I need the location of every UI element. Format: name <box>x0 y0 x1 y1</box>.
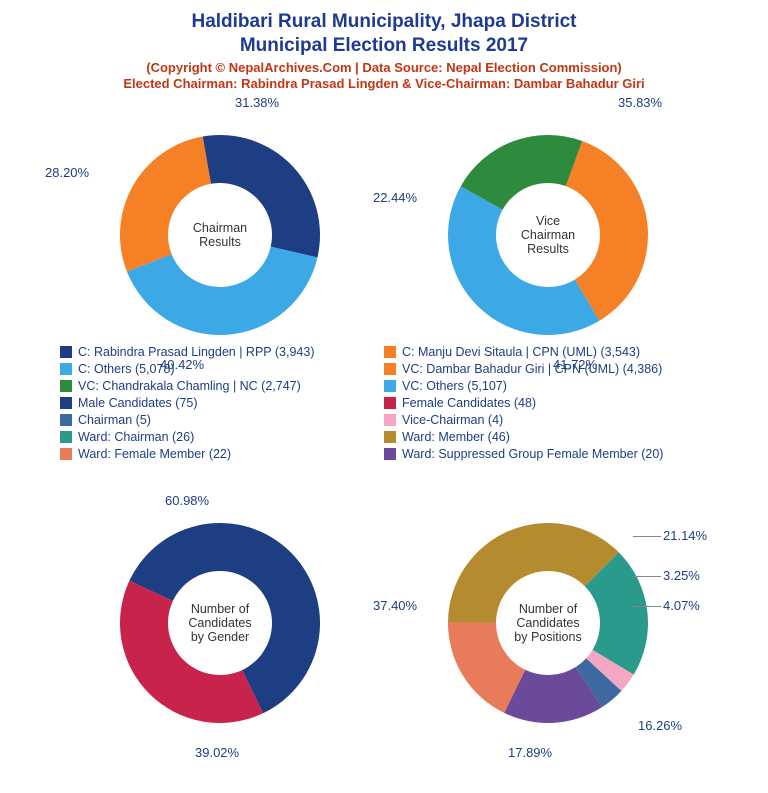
legend-swatch <box>384 414 396 426</box>
legend-text: VC: Dambar Bahadur Giri | CPN (UML) (4,3… <box>402 362 662 376</box>
pct-label: 39.02% <box>195 745 239 760</box>
legend-text: Male Candidates (75) <box>78 396 198 410</box>
legend-swatch <box>60 380 72 392</box>
chart-area: C: Rabindra Prasad Lingden | RPP (3,943)… <box>0 93 768 793</box>
legend-text: Vice-Chairman (4) <box>402 413 503 427</box>
legend-swatch <box>60 448 72 460</box>
legend-text: Chairman (5) <box>78 413 151 427</box>
header: Haldibari Rural Municipality, Jhapa Dist… <box>0 0 768 93</box>
legend-text: Ward: Female Member (22) <box>78 447 231 461</box>
title-line2: Municipal Election Results 2017 <box>0 34 768 58</box>
legend-item: Ward: Suppressed Group Female Member (20… <box>384 447 708 461</box>
legend-swatch <box>384 380 396 392</box>
legend-text: Ward: Chairman (26) <box>78 430 194 444</box>
legend-swatch <box>384 346 396 358</box>
legend-item: Vice-Chairman (4) <box>384 413 708 427</box>
pct-label: 21.14% <box>663 528 707 543</box>
positions-chart: Number ofCandidatesby Positions <box>438 513 658 733</box>
leader-line <box>633 606 661 607</box>
legend-item: Female Candidates (48) <box>384 396 708 410</box>
copyright-line: (Copyright © NepalArchives.Com | Data So… <box>0 60 768 75</box>
legend-item: Ward: Chairman (26) <box>60 430 384 444</box>
legend-col-left: C: Rabindra Prasad Lingden | RPP (3,943)… <box>60 345 384 461</box>
legend-swatch <box>60 346 72 358</box>
chairman-center-label: ChairmanResults <box>165 221 275 249</box>
legend-text: Ward: Member (46) <box>402 430 510 444</box>
pct-label: 17.89% <box>508 745 552 760</box>
legend-item: Male Candidates (75) <box>60 396 384 410</box>
legend-item: VC: Others (5,107) <box>384 379 708 393</box>
pct-label: 40.42% <box>160 357 204 372</box>
legend: C: Rabindra Prasad Lingden | RPP (3,943)… <box>60 345 708 461</box>
vice-chart: ViceChairmanResults <box>438 125 658 345</box>
legend-item: Chairman (5) <box>60 413 384 427</box>
legend-item: C: Manju Devi Sitaula | CPN (UML) (3,543… <box>384 345 708 359</box>
leader-line <box>633 536 661 537</box>
legend-col-right: C: Manju Devi Sitaula | CPN (UML) (3,543… <box>384 345 708 461</box>
legend-swatch <box>384 363 396 375</box>
pct-label: 41.72% <box>553 357 597 372</box>
pct-label: 28.20% <box>45 165 89 180</box>
pct-label: 31.38% <box>235 95 279 110</box>
leader-line <box>633 576 661 577</box>
elected-line: Elected Chairman: Rabindra Prasad Lingde… <box>0 76 768 91</box>
legend-text: VC: Others (5,107) <box>402 379 507 393</box>
legend-item: C: Rabindra Prasad Lingden | RPP (3,943) <box>60 345 384 359</box>
legend-item: Ward: Female Member (22) <box>60 447 384 461</box>
legend-swatch <box>384 397 396 409</box>
legend-text: VC: Chandrakala Chamling | NC (2,747) <box>78 379 301 393</box>
vice-center-label: ViceChairmanResults <box>493 214 603 256</box>
pct-label: 3.25% <box>663 568 700 583</box>
positions-center-label: Number ofCandidatesby Positions <box>493 602 603 644</box>
legend-swatch <box>60 363 72 375</box>
legend-item: VC: Dambar Bahadur Giri | CPN (UML) (4,3… <box>384 362 708 376</box>
legend-swatch <box>60 397 72 409</box>
gender-center-label: Number ofCandidatesby Gender <box>165 602 275 644</box>
legend-swatch <box>60 414 72 426</box>
legend-text: C: Manju Devi Sitaula | CPN (UML) (3,543… <box>402 345 640 359</box>
chairman-chart: ChairmanResults <box>110 125 330 345</box>
legend-item: C: Others (5,078) <box>60 362 384 376</box>
legend-text: Ward: Suppressed Group Female Member (20… <box>402 447 663 461</box>
pct-label: 37.40% <box>373 598 417 613</box>
legend-swatch <box>60 431 72 443</box>
pct-label: 35.83% <box>618 95 662 110</box>
legend-text: Female Candidates (48) <box>402 396 536 410</box>
legend-swatch <box>384 448 396 460</box>
gender-chart: Number ofCandidatesby Gender <box>110 513 330 733</box>
pct-label: 22.44% <box>373 190 417 205</box>
pct-label: 4.07% <box>663 598 700 613</box>
pct-label: 16.26% <box>638 718 682 733</box>
legend-item: VC: Chandrakala Chamling | NC (2,747) <box>60 379 384 393</box>
title-line1: Haldibari Rural Municipality, Jhapa Dist… <box>0 10 768 34</box>
legend-item: Ward: Member (46) <box>384 430 708 444</box>
legend-swatch <box>384 431 396 443</box>
pct-label: 60.98% <box>165 493 209 508</box>
